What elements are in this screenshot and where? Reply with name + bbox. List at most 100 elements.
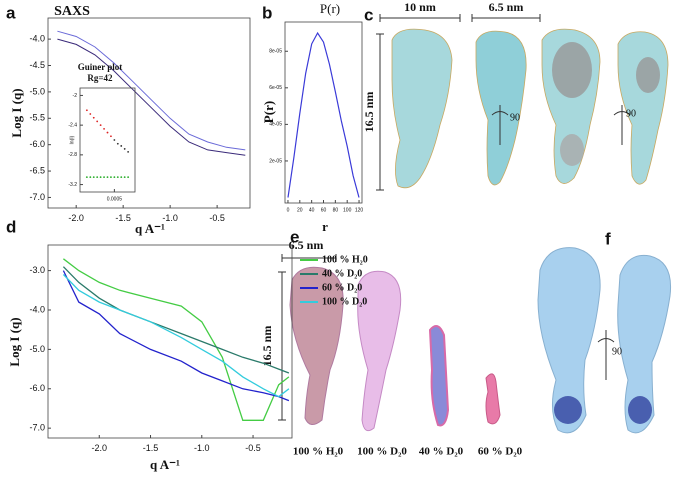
panel-letter: d [6, 217, 16, 236]
point [103, 127, 105, 130]
model [537, 247, 601, 434]
x-tick-label: -0.5 [245, 443, 261, 453]
envelope [475, 30, 527, 186]
point [120, 176, 123, 179]
x-axis-label: q A⁻¹ [150, 457, 180, 472]
plot-frame [47, 244, 293, 439]
legend-label: 40 % D₂0 [322, 268, 362, 279]
chart-title: Guiner plot [78, 62, 123, 72]
f-models [537, 247, 672, 434]
model [485, 373, 501, 425]
scale-label: 16.5 nm [362, 92, 376, 133]
condition-label: 100 % H₂0 [293, 446, 344, 458]
panel-letter: e [290, 227, 299, 246]
x-tick-label: -1.0 [194, 443, 210, 453]
legend-label: 100 % H₂0 [322, 254, 368, 265]
y-tick-label: -2.8 [68, 152, 77, 158]
chart: 8e-05 6e-05 4e-05 2e-05 0 20 40 60 80 100 120 P(r) r… [261, 1, 363, 234]
point [110, 135, 112, 138]
x-axis-label: q A⁻¹ [135, 221, 165, 236]
y-tick-label: -5.0 [29, 344, 45, 354]
y-tick-label: -3.2 [68, 182, 77, 188]
point [92, 176, 95, 179]
point [99, 124, 102, 127]
model [289, 266, 344, 425]
point [116, 142, 119, 145]
model [428, 325, 450, 427]
model [552, 42, 592, 98]
y-tick-label: -6.0 [29, 139, 45, 149]
point [99, 176, 102, 179]
y-tick-label: -4.0 [29, 33, 45, 43]
point [116, 176, 119, 179]
x-tick-label: 0 [287, 208, 290, 214]
point [106, 176, 109, 179]
point [92, 116, 95, 119]
rotation-arrow [597, 330, 615, 380]
panel-letter: c [364, 5, 373, 24]
series-line [287, 31, 360, 198]
domain [554, 396, 582, 424]
e-models [289, 266, 501, 432]
series-line [57, 38, 246, 156]
y-tick-label: -4.0 [29, 304, 45, 314]
domain [628, 396, 652, 424]
point [113, 139, 116, 141]
point [96, 176, 99, 179]
chart-title: SAXS [54, 4, 90, 19]
y-tick-label: -3.0 [29, 265, 45, 275]
chart: -3.0 -4.0 -5.0 -6.0 -7.0 -2.0 -1.5 -1.0 -0.5 q A⁻… [7, 244, 368, 472]
y-tick-label: -5.0 [29, 86, 45, 96]
x-tick-label: -1.5 [143, 443, 159, 453]
scale-label: 6.5 nm [289, 238, 324, 252]
c-models [391, 28, 669, 189]
plot-frame [284, 21, 363, 204]
point [103, 176, 105, 179]
model [560, 134, 584, 166]
x-tick-label: -1.5 [115, 213, 131, 223]
y-tick-label: 6e-05 [269, 85, 282, 91]
rotation-arrow [491, 105, 509, 145]
y-axis-label: P(r) [261, 101, 276, 123]
x-tick-label: 40 [309, 208, 315, 214]
y-tick-label: -7.0 [29, 192, 45, 202]
y-tick-label: -6.0 [29, 383, 45, 393]
series-line [63, 258, 290, 421]
point [127, 150, 130, 153]
panel-letter: b [262, 3, 272, 22]
x-tick-label: 120 [355, 208, 364, 214]
point [89, 176, 92, 179]
series-line [62, 274, 290, 398]
point [113, 176, 116, 179]
chart-subtitle: Rg=42 [87, 73, 113, 83]
point [106, 131, 109, 134]
y-tick-label: 8e-05 [269, 49, 282, 55]
envelope [391, 28, 453, 189]
series-line [57, 30, 246, 151]
point [127, 176, 130, 179]
rotation-label: 90 [626, 108, 636, 119]
x-tick-label: -0.5 [209, 213, 225, 223]
rotation-label: 90 [612, 346, 622, 357]
x-axis-label: r [322, 219, 328, 234]
x-tick-label: 80 [333, 208, 339, 214]
scale-label: 10 nm [404, 0, 436, 14]
y-axis-label: Log I (q) [9, 88, 24, 137]
chart: -4.0 -4.5 -5.0 -5.5 -6.0 -6.5 -7.0 -2.0 -1.5 -1.0… [9, 4, 251, 236]
x-tick-label: 100 [343, 208, 352, 214]
y-tick-label: -2 [73, 93, 78, 99]
model [617, 254, 672, 434]
panel-letter: f [605, 229, 611, 248]
x-tick-label: -2.0 [92, 443, 108, 453]
model [357, 270, 402, 432]
y-tick-label: 4e-05 [269, 122, 282, 128]
x-tick-label: 60 [321, 208, 327, 214]
legend-label: 60 % D₂0 [322, 282, 362, 293]
rotation-arrow [613, 105, 631, 145]
series-line [62, 266, 290, 374]
y-tick-label: -7.0 [29, 423, 45, 433]
panel-c [376, 14, 541, 191]
condition-label: 60 % D₂0 [478, 446, 523, 458]
series-line [62, 270, 290, 402]
